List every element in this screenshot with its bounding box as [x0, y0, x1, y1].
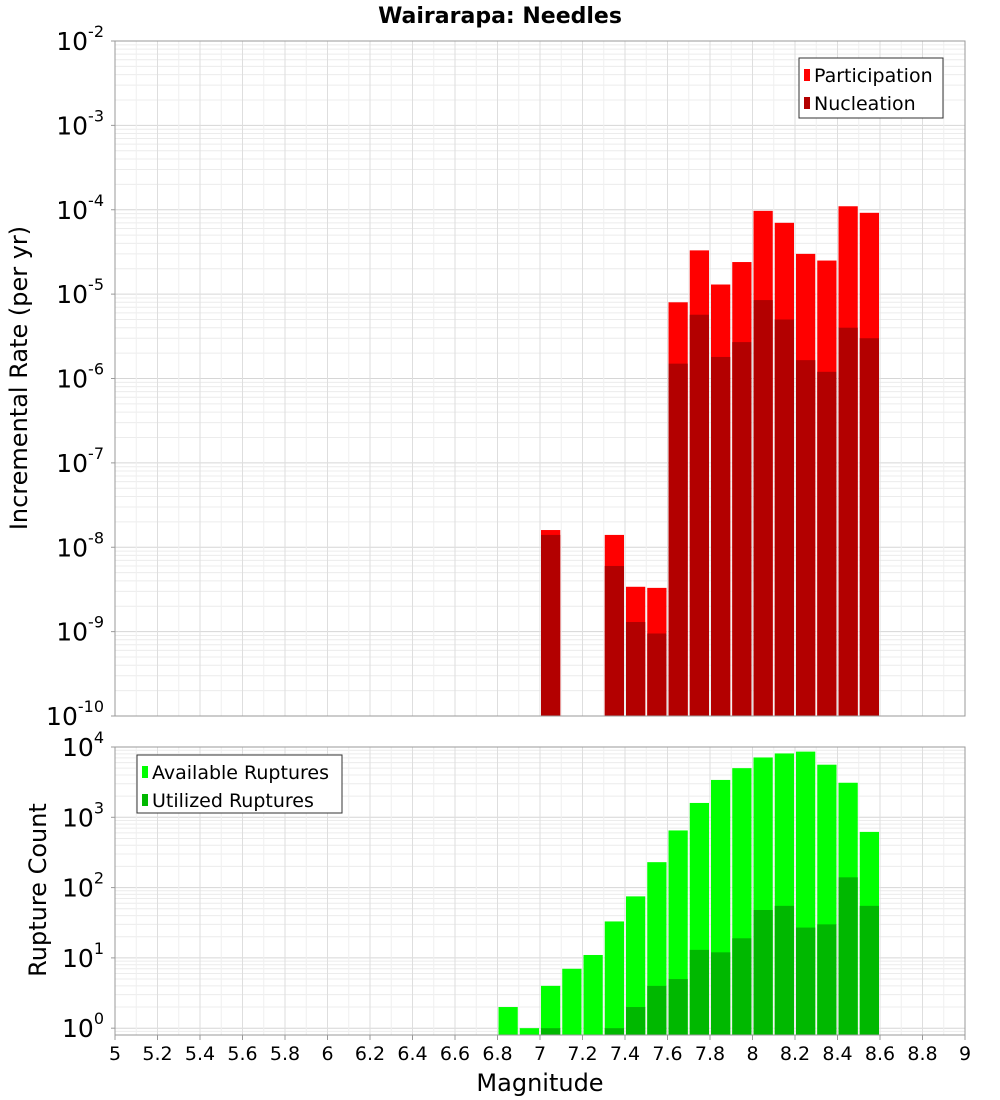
bar [796, 360, 816, 716]
bar [796, 927, 816, 1035]
legend-label: Available Ruptures [152, 762, 329, 784]
y-tick-label: 10-10 [46, 697, 104, 731]
legend-box [136, 754, 343, 814]
bar [711, 952, 731, 1035]
legend-label: Nucleation [814, 93, 916, 115]
rate-plot-panel: 10-10 10-9 10-8 10-7 10-6 10-5 10-4 10-3 10-2 Par… [46, 22, 966, 731]
bar [519, 1028, 539, 1035]
bar [626, 896, 646, 1035]
bar [668, 979, 688, 1035]
bar [753, 910, 773, 1035]
x-tick-label: 5.8 [270, 1043, 300, 1065]
legend-label: Participation [814, 65, 933, 87]
bar [541, 985, 561, 1035]
x-tick-label: 5 [109, 1043, 121, 1065]
bar [817, 924, 837, 1035]
y-tick-label: 10-3 [56, 106, 104, 140]
bar [859, 338, 879, 716]
bar [647, 633, 667, 716]
legend-swatch [142, 766, 148, 778]
x-tick-label: 7.6 [652, 1043, 682, 1065]
rupture-count-plot-panel: 100 101 102 103 104 Available Ruptures Utilize… [62, 728, 971, 1065]
bar [604, 921, 624, 1035]
x-tick-label: 8 [746, 1043, 758, 1065]
rate-y-axis-label: Incremental Rate (per yr) [5, 226, 33, 530]
y-tick-label: 10-7 [56, 444, 104, 478]
bar [689, 949, 709, 1035]
legend-swatch [804, 97, 810, 109]
x-tick-label: 6 [321, 1043, 333, 1065]
bar [753, 300, 773, 716]
bar [647, 985, 667, 1035]
bar [817, 371, 837, 716]
x-tick-label: 7 [534, 1043, 546, 1065]
x-tick-label: 7.2 [567, 1043, 597, 1065]
x-tick-label: 8.6 [865, 1043, 895, 1065]
bar [668, 363, 688, 716]
bar [498, 1007, 518, 1035]
legend-swatch [804, 69, 810, 81]
x-tick-label: 6.2 [355, 1043, 385, 1065]
x-tick-label: 8.4 [822, 1043, 852, 1065]
bar [583, 954, 603, 1035]
bar [604, 565, 624, 716]
x-tick-label: 5.4 [185, 1043, 215, 1065]
bar [562, 968, 582, 1035]
y-tick-label: 10-8 [56, 528, 104, 562]
y-tick-label: 10-4 [56, 191, 104, 225]
bar [604, 1028, 624, 1035]
y-tick-label: 10-2 [56, 22, 104, 56]
bar [732, 342, 752, 716]
bar [541, 1028, 561, 1035]
series-utilized-ruptures [541, 877, 879, 1035]
x-tick-label: 7.8 [695, 1043, 725, 1065]
bar [774, 319, 794, 716]
x-tick-label: 6.6 [440, 1043, 470, 1065]
x-tick-label: 8.2 [780, 1043, 810, 1065]
y-tick-label: 100 [62, 1009, 104, 1043]
count-y-axis-label: Rupture Count [24, 803, 52, 977]
x-tick-label: 5.2 [142, 1043, 172, 1065]
x-tick-label: 8.8 [907, 1043, 937, 1065]
legend: Available Ruptures Utilized Ruptures [136, 754, 343, 814]
bar [859, 905, 879, 1035]
y-tick-label: 104 [62, 728, 104, 762]
bar [626, 1007, 646, 1035]
x-tick-label: 9 [959, 1043, 971, 1065]
x-grid [114, 41, 966, 716]
bar [838, 327, 858, 716]
y-tick-label: 103 [62, 798, 104, 832]
bar [838, 877, 858, 1035]
x-axis-label: Magnitude [476, 1069, 603, 1097]
legend-box [798, 57, 944, 119]
x-tick-label: 7.4 [610, 1043, 640, 1065]
bar [689, 314, 709, 716]
chart-title: Wairarapa: Needles [378, 4, 622, 29]
bar [541, 534, 561, 716]
bar [626, 622, 646, 716]
y-tick-label: 10-9 [56, 613, 104, 647]
bar [732, 938, 752, 1035]
legend-swatch [142, 794, 148, 806]
legend: Participation Nucleation [798, 57, 944, 119]
x-tick-label: 5.6 [227, 1043, 257, 1065]
y-tick-label: 10-6 [56, 360, 104, 394]
series-nucleation [541, 300, 879, 716]
legend-label: Utilized Ruptures [152, 790, 314, 812]
x-tick-label: 6.4 [397, 1043, 427, 1065]
y-tick-label: 101 [62, 939, 104, 973]
bar [774, 905, 794, 1035]
y-tick-label: 102 [62, 869, 104, 903]
bar [711, 356, 731, 716]
x-tick-label: 6.8 [482, 1043, 512, 1065]
y-tick-label: 10-5 [56, 275, 104, 309]
